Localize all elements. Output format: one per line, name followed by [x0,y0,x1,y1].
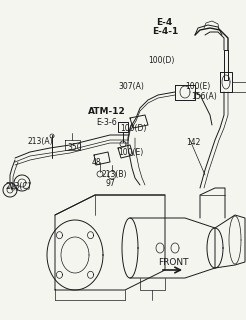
Text: 213(A): 213(A) [27,137,53,146]
Text: 48: 48 [92,158,102,167]
Text: FRONT: FRONT [158,258,188,267]
Text: 100(E): 100(E) [185,82,210,91]
Text: 100(D): 100(D) [148,56,174,65]
Text: E-4-1: E-4-1 [152,27,178,36]
Text: 100(E): 100(E) [118,148,143,157]
Text: ATM-12: ATM-12 [88,107,126,116]
Text: 97: 97 [105,179,115,188]
Text: 100(D): 100(D) [120,124,146,133]
Text: 156(A): 156(A) [191,92,217,101]
Text: 213(B): 213(B) [102,170,127,179]
Text: 307(A): 307(A) [118,82,144,91]
Text: E-3-6: E-3-6 [96,118,117,127]
Text: 142: 142 [186,138,200,147]
Text: E-4: E-4 [156,18,172,27]
Text: 213(C): 213(C) [5,182,31,191]
Text: 350: 350 [67,143,82,152]
